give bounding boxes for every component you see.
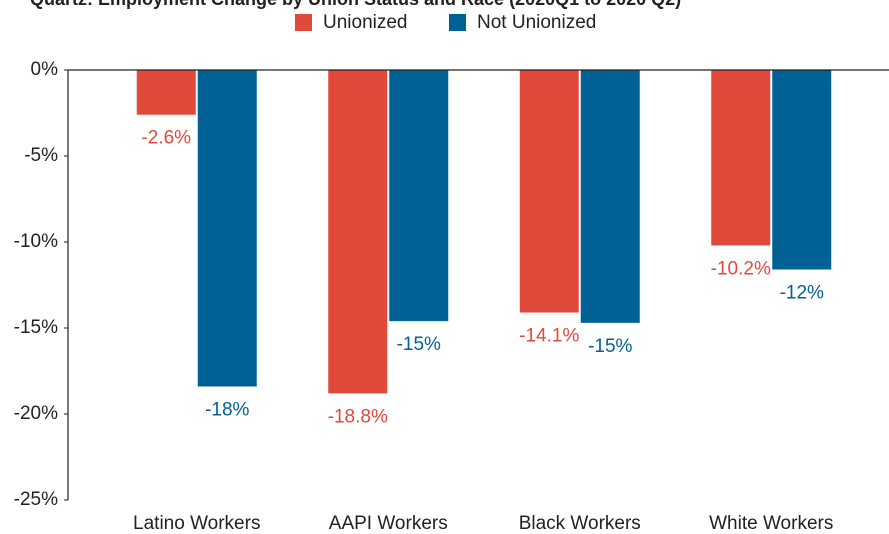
bar xyxy=(519,70,579,313)
data-label: -18% xyxy=(205,399,249,420)
data-label: -15% xyxy=(588,336,632,357)
y-tick-label: -5% xyxy=(24,145,58,166)
legend-label: Unionized xyxy=(323,12,408,33)
y-tick-label: -15% xyxy=(14,317,58,338)
data-label: -15% xyxy=(397,334,441,355)
x-tick-label: Black Workers xyxy=(519,513,641,534)
bar xyxy=(389,70,449,322)
bar xyxy=(711,70,771,246)
bar xyxy=(580,70,640,323)
bar xyxy=(197,70,257,387)
x-tick-label: Latino Workers xyxy=(133,513,260,534)
data-label: -14.1% xyxy=(519,326,579,347)
x-tick-label: White Workers xyxy=(709,513,833,534)
bar xyxy=(772,70,832,270)
bar xyxy=(136,70,196,115)
y-tick-label: -20% xyxy=(14,403,58,424)
data-label: -2.6% xyxy=(141,128,191,149)
y-tick-label: -10% xyxy=(14,231,58,252)
bar xyxy=(328,70,388,394)
data-label: -10.2% xyxy=(711,258,771,279)
data-label: -18.8% xyxy=(328,406,388,427)
chart-title: Quartz: Employment Change by Union Statu… xyxy=(30,0,681,9)
legend-swatch xyxy=(449,14,466,31)
y-tick-label: -25% xyxy=(14,489,58,510)
y-tick-label: 0% xyxy=(31,59,59,80)
data-label: -12% xyxy=(780,283,824,304)
x-tick-label: AAPI Workers xyxy=(329,513,448,534)
legend-swatch xyxy=(295,14,312,31)
legend-label: Not Unionized xyxy=(477,12,596,33)
